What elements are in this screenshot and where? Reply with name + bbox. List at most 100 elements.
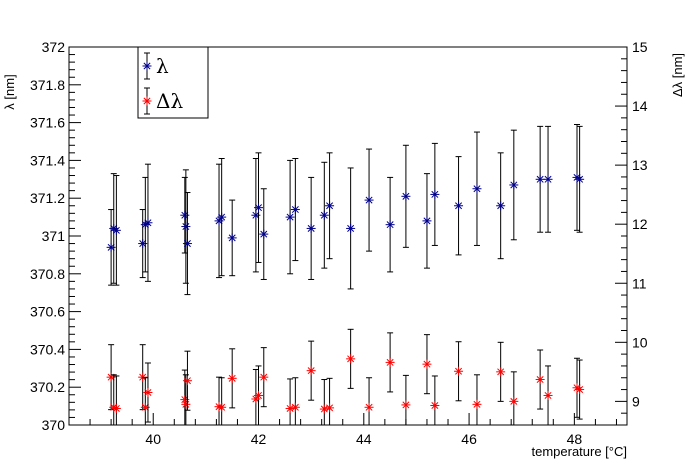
error-bar-delta-lambda xyxy=(113,375,120,426)
data-point-delta-lambda xyxy=(430,401,440,411)
y-left-tick-label: 370.6 xyxy=(30,304,65,320)
y-axis-left-title: λ [nm] xyxy=(2,74,17,109)
data-point-lambda xyxy=(454,201,464,211)
data-point-lambda xyxy=(325,201,335,211)
data-point-delta-lambda xyxy=(509,396,519,406)
data-point-lambda xyxy=(143,218,153,228)
data-point-delta-lambda xyxy=(143,388,153,398)
data-point-lambda xyxy=(509,180,519,190)
data-point-lambda xyxy=(543,174,553,184)
data-point-delta-lambda xyxy=(227,373,237,383)
data-point-delta-lambda xyxy=(111,403,121,413)
y-right-tick-label: 15 xyxy=(632,39,648,55)
data-point-delta-lambda xyxy=(290,402,300,412)
data-point-lambda xyxy=(385,220,395,230)
error-bar-delta-lambda xyxy=(326,377,333,426)
data-point-delta-lambda xyxy=(306,366,316,376)
y-left-tick-label: 371.4 xyxy=(30,152,65,168)
y-right-tick-label: 12 xyxy=(632,216,648,232)
data-point-delta-lambda xyxy=(254,390,264,400)
legend-markers xyxy=(142,52,152,115)
data-point-delta-lambda xyxy=(138,372,148,382)
data-point-lambda xyxy=(180,210,190,220)
x-tick-label: 48 xyxy=(567,431,583,447)
legend-box xyxy=(137,46,209,119)
data-point-delta-lambda xyxy=(422,359,432,369)
y-right-tick-label: 9 xyxy=(632,393,640,409)
y-left-tick-label: 371.8 xyxy=(30,77,65,93)
data-point-lambda xyxy=(306,223,316,233)
y-left-tick-label: 370 xyxy=(42,417,66,433)
data-point-lambda xyxy=(217,212,227,222)
data-point-lambda xyxy=(290,205,300,215)
data-point-delta-lambda xyxy=(346,354,356,364)
data-point-delta-lambda xyxy=(259,372,269,382)
error-bar-delta-lambda xyxy=(321,379,328,426)
data-point-lambda xyxy=(364,195,374,205)
data-point-lambda xyxy=(401,191,411,201)
error-bar-delta-lambda xyxy=(366,377,373,426)
y-left-tick-label: 370.8 xyxy=(30,266,65,282)
x-tick-label: 46 xyxy=(461,431,477,447)
data-point-lambda xyxy=(430,189,440,199)
y-right-tick-label: 14 xyxy=(632,98,648,114)
data-point-delta-lambda xyxy=(364,402,374,412)
data-point-lambda xyxy=(285,212,295,222)
plot-area xyxy=(106,123,585,426)
legend-marker-delta-lambda xyxy=(142,96,152,106)
legend-label-lambda: λ xyxy=(156,54,169,78)
data-point-delta-lambda xyxy=(325,403,335,413)
x-axis-title: temperature [°C] xyxy=(531,444,627,459)
legend-label-delta-lambda: Δλ xyxy=(156,89,183,113)
y-left-tick-label: 370.4 xyxy=(30,341,65,357)
data-point-lambda xyxy=(346,223,356,233)
data-point-delta-lambda xyxy=(319,404,329,414)
y-right-tick-label: 10 xyxy=(632,334,648,350)
error-bar-delta-lambda xyxy=(402,374,409,426)
x-tick-label: 40 xyxy=(145,431,161,447)
data-point-lambda xyxy=(111,225,121,235)
data-point-delta-lambda xyxy=(401,400,411,410)
axes: 40 42 44 46 48 370 370.2 370.4 370.6 370.8 371 371.… xyxy=(30,39,648,447)
data-point-lambda xyxy=(181,222,191,232)
error-bar-delta-lambda xyxy=(292,377,299,426)
legend: λ Δλ xyxy=(137,46,209,119)
data-point-delta-lambda xyxy=(496,367,506,377)
x-tick-label: 44 xyxy=(356,431,372,447)
data-point-delta-lambda xyxy=(575,385,585,395)
error-bar-delta-lambda xyxy=(218,377,225,426)
y-left-tick-label: 371 xyxy=(42,228,66,244)
data-point-delta-lambda xyxy=(535,375,545,385)
data-point-lambda xyxy=(182,239,192,249)
data-point-delta-lambda xyxy=(140,402,150,412)
data-point-delta-lambda xyxy=(472,399,482,409)
error-bar-delta-lambda xyxy=(142,377,149,426)
error-bar-delta-lambda xyxy=(287,378,294,426)
y-axis-right-title: Δλ [nm] xyxy=(670,53,685,97)
x-tick-label: 42 xyxy=(251,431,267,447)
data-point-lambda xyxy=(138,239,148,249)
data-point-lambda xyxy=(422,216,432,226)
data-point-delta-lambda xyxy=(543,390,553,400)
data-point-lambda xyxy=(227,233,237,243)
legend-marker-lambda xyxy=(142,61,152,71)
data-point-lambda xyxy=(214,216,224,226)
data-point-delta-lambda xyxy=(385,357,395,367)
data-point-lambda xyxy=(319,210,329,220)
data-point-lambda xyxy=(254,203,264,213)
data-point-lambda xyxy=(259,229,269,239)
error-bar-delta-lambda xyxy=(431,375,438,426)
y-left-tick-label: 370.2 xyxy=(30,379,65,395)
y-left-tick-label: 371.2 xyxy=(30,190,65,206)
y-right-tick-label: 13 xyxy=(632,157,648,173)
data-point-lambda xyxy=(472,184,482,194)
data-point-lambda xyxy=(575,174,585,184)
y-left-tick-label: 372 xyxy=(42,39,66,55)
data-point-delta-lambda xyxy=(217,402,227,412)
data-point-lambda xyxy=(109,223,119,233)
data-point-delta-lambda xyxy=(181,399,191,409)
data-point-lambda xyxy=(535,174,545,184)
data-point-delta-lambda xyxy=(182,376,192,386)
